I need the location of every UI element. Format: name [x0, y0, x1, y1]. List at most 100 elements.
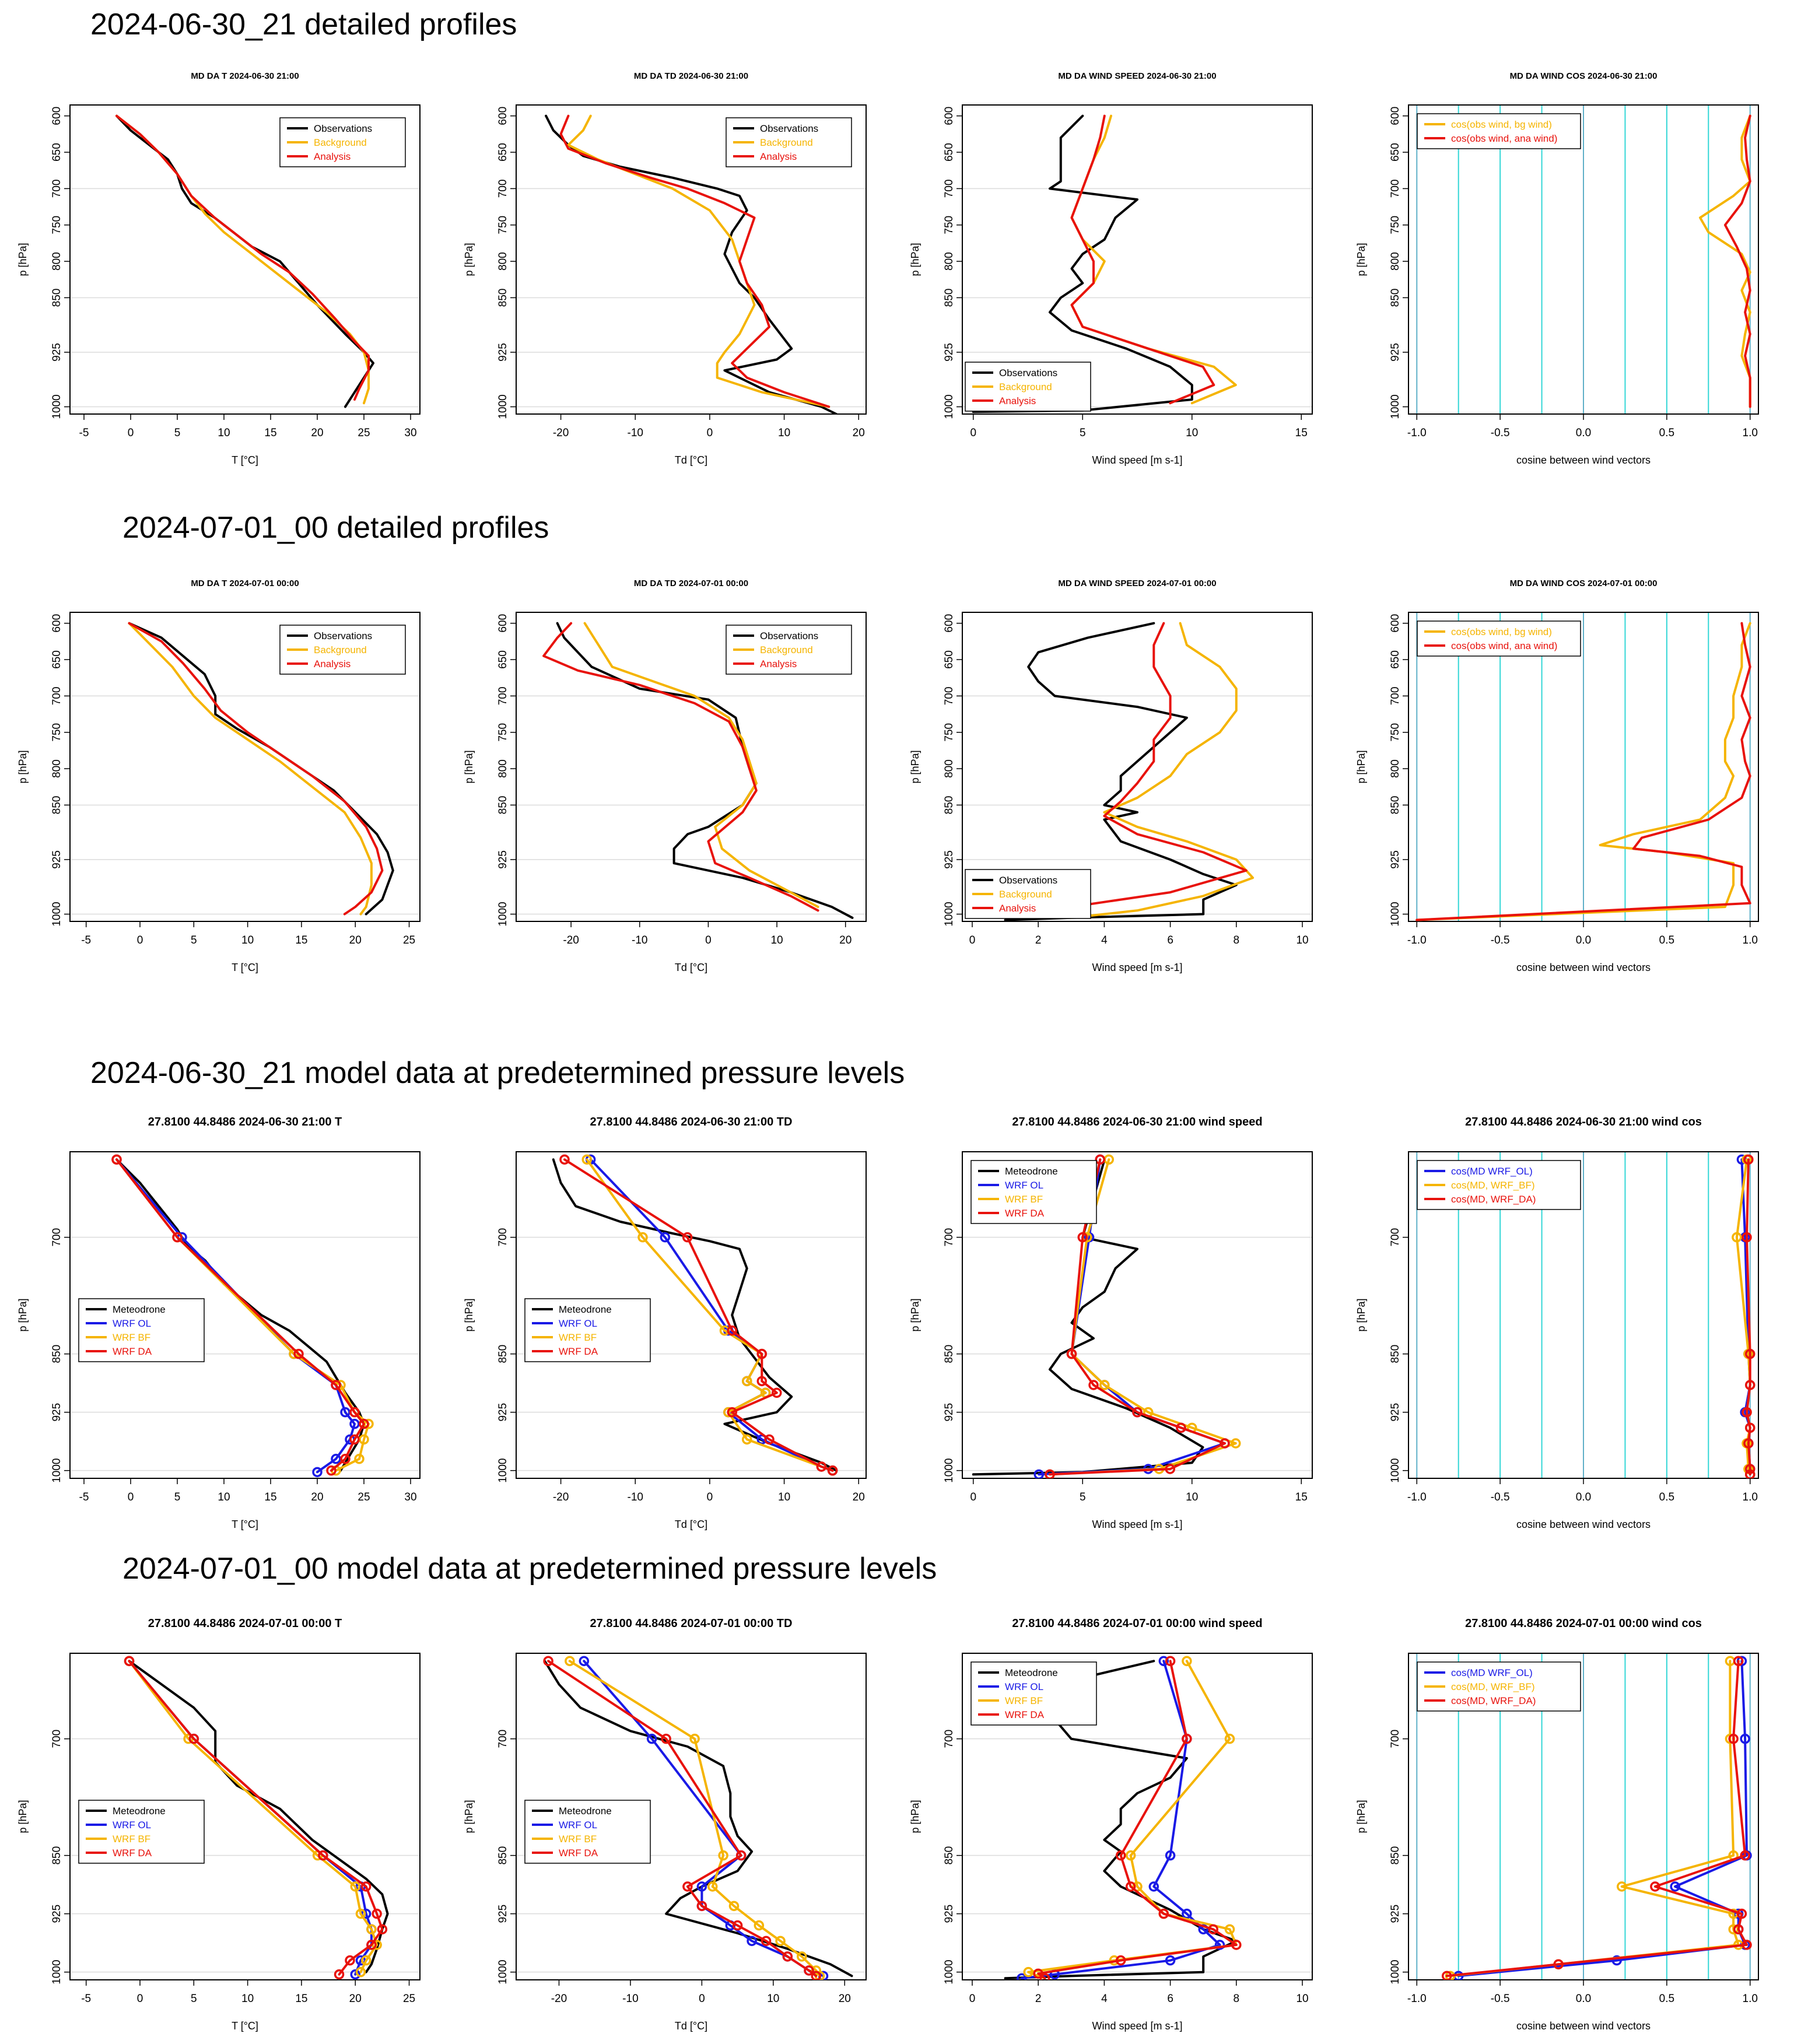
data-point	[1148, 1881, 1159, 1892]
legend-box	[279, 625, 406, 675]
y-tick-label: 1000	[943, 1960, 955, 1985]
series-line	[128, 1660, 379, 1973]
legend: Observations Background Analysis	[965, 362, 1091, 412]
x-tick-label: 0.0	[1576, 934, 1591, 946]
section-title-2: 2024-07-01_00 detailed profiles	[122, 511, 549, 545]
data-point	[1553, 1959, 1564, 1970]
chart-title: 27.8100 44.8486 2024-06-30 21:00 TD	[590, 1116, 793, 1128]
data-point	[360, 1881, 372, 1892]
x-tick-label: 15	[264, 427, 276, 439]
chart-r2c4: MD DA WIND COS 2024-07-01 00:00 -1.0 -0.5 0…	[1355, 579, 1759, 973]
legend-label: Observations	[760, 123, 818, 134]
data-point	[581, 1154, 593, 1165]
legend-label: Background	[314, 137, 367, 148]
legend: Meteodrone WRF OL WRF BF WRF DA	[78, 1800, 205, 1864]
x-tick-label: 0	[137, 934, 143, 946]
chart-title: 27.8100 44.8486 2024-06-30 21:00 wind sp…	[1012, 1116, 1262, 1128]
legend-label: cos(MD, WRF_BF)	[1451, 1180, 1535, 1191]
legend: Meteodrone WRF OL WRF BF WRF DA	[78, 1298, 205, 1362]
y-tick-label: 1000	[497, 902, 509, 926]
y-tick-label: 700	[943, 687, 955, 706]
data-point	[735, 1850, 747, 1861]
x-tick-label: -1.0	[1407, 1993, 1427, 2005]
y-tick-label: 700	[943, 1228, 955, 1247]
data-point	[1742, 1232, 1752, 1243]
data-point	[804, 1965, 814, 1976]
data-point	[1182, 1733, 1192, 1744]
series-line	[972, 1158, 1204, 1476]
legend-label: cos(MD, WRF_DA)	[1451, 1695, 1536, 1706]
chart-r3c1: 27.8100 44.8486 2024-06-30 21:00 T -5 0 5 10…	[17, 1116, 421, 1530]
y-tick-label: 1000	[1389, 1960, 1401, 1985]
data-point	[1115, 1850, 1126, 1861]
x-tick-label: -1.0	[1407, 427, 1427, 439]
data-point	[350, 1969, 360, 1980]
x-tick-label: 0	[970, 1491, 976, 1503]
legend-label: Observations	[999, 875, 1057, 886]
series-line	[1699, 114, 1751, 408]
legend-label: cos(obs wind, ana wind)	[1451, 133, 1557, 144]
y-tick-label: 650	[943, 650, 955, 669]
legend-label: WRF BF	[1005, 1695, 1043, 1706]
legend: cos(MD WRF_OL) cos(MD, WRF_BF) cos(MD, WRF…	[1417, 1661, 1581, 1712]
series-line	[568, 1660, 821, 1978]
plot-frame	[69, 1653, 421, 1980]
series-group	[1004, 1656, 1242, 1980]
x-axis-label: Wind speed [m s-1]	[1092, 1519, 1182, 1530]
y-axis-label: p [hPa]	[17, 243, 29, 276]
plot-frame	[516, 1151, 867, 1479]
data-point	[350, 1881, 360, 1892]
data-point	[1095, 1154, 1105, 1165]
data-point	[756, 1348, 768, 1359]
x-tick-label: 0	[970, 427, 976, 439]
data-point	[1441, 1971, 1452, 1980]
y-tick-label: 1000	[51, 1459, 63, 1483]
series-line	[1027, 1660, 1238, 1980]
chart-r4c2: 27.8100 44.8486 2024-07-01 00:00 TD -20 -1…	[463, 1617, 867, 2032]
x-tick-label: 10	[1186, 1491, 1198, 1503]
x-tick-label: 20	[853, 427, 865, 439]
series-group	[128, 622, 394, 916]
x-tick-label: 1.0	[1743, 1993, 1758, 2005]
chart-title: MD DA WIND COS 2024-06-30 21:00	[1510, 71, 1658, 81]
series-line	[128, 622, 384, 916]
y-axis-label: p [hPa]	[1355, 1298, 1367, 1331]
data-point	[1740, 1733, 1750, 1744]
y-axis-label: p [hPa]	[463, 243, 475, 276]
x-axis-label: T [°C]	[232, 962, 258, 973]
chart-title: 27.8100 44.8486 2024-07-01 00:00 wind sp…	[1012, 1617, 1262, 1630]
data-point	[377, 1924, 388, 1935]
data-point	[1077, 1232, 1088, 1243]
legend-label: Meteodrone	[113, 1304, 166, 1315]
data-point	[124, 1656, 135, 1667]
y-tick-label: 925	[51, 343, 63, 362]
y-axis-label: p [hPa]	[463, 1298, 475, 1331]
y-axis-label: p [hPa]	[1355, 1800, 1367, 1833]
data-point	[1650, 1881, 1660, 1892]
x-tick-label: 0	[128, 427, 134, 439]
legend-label: cos(MD WRF_OL)	[1451, 1166, 1533, 1177]
data-point	[293, 1348, 304, 1359]
x-tick-label: -20	[551, 1993, 567, 2005]
series-group	[124, 1656, 389, 1980]
data-point	[1231, 1438, 1241, 1449]
data-point	[349, 1434, 360, 1445]
data-point	[1125, 1850, 1136, 1861]
y-tick-label: 850	[943, 796, 955, 815]
y-tick-label: 800	[1389, 252, 1401, 271]
chart-title: MD DA T 2024-07-01 00:00	[191, 579, 299, 588]
y-tick-label: 650	[497, 650, 509, 669]
legend-label: Observations	[999, 367, 1057, 378]
data-point	[355, 1908, 366, 1919]
legend-label: cos(obs wind, bg wind)	[1451, 626, 1552, 637]
data-point	[1066, 1348, 1077, 1359]
series-line	[1723, 114, 1751, 408]
plot-frame	[516, 104, 867, 415]
series-line	[1445, 1660, 1748, 1978]
x-tick-label: 2	[1035, 934, 1042, 946]
x-tick-label: -10	[632, 934, 647, 946]
y-tick-label: 750	[497, 723, 509, 742]
y-axis-label: p [hPa]	[463, 1800, 475, 1833]
legend-label: WRF OL	[1005, 1681, 1043, 1692]
